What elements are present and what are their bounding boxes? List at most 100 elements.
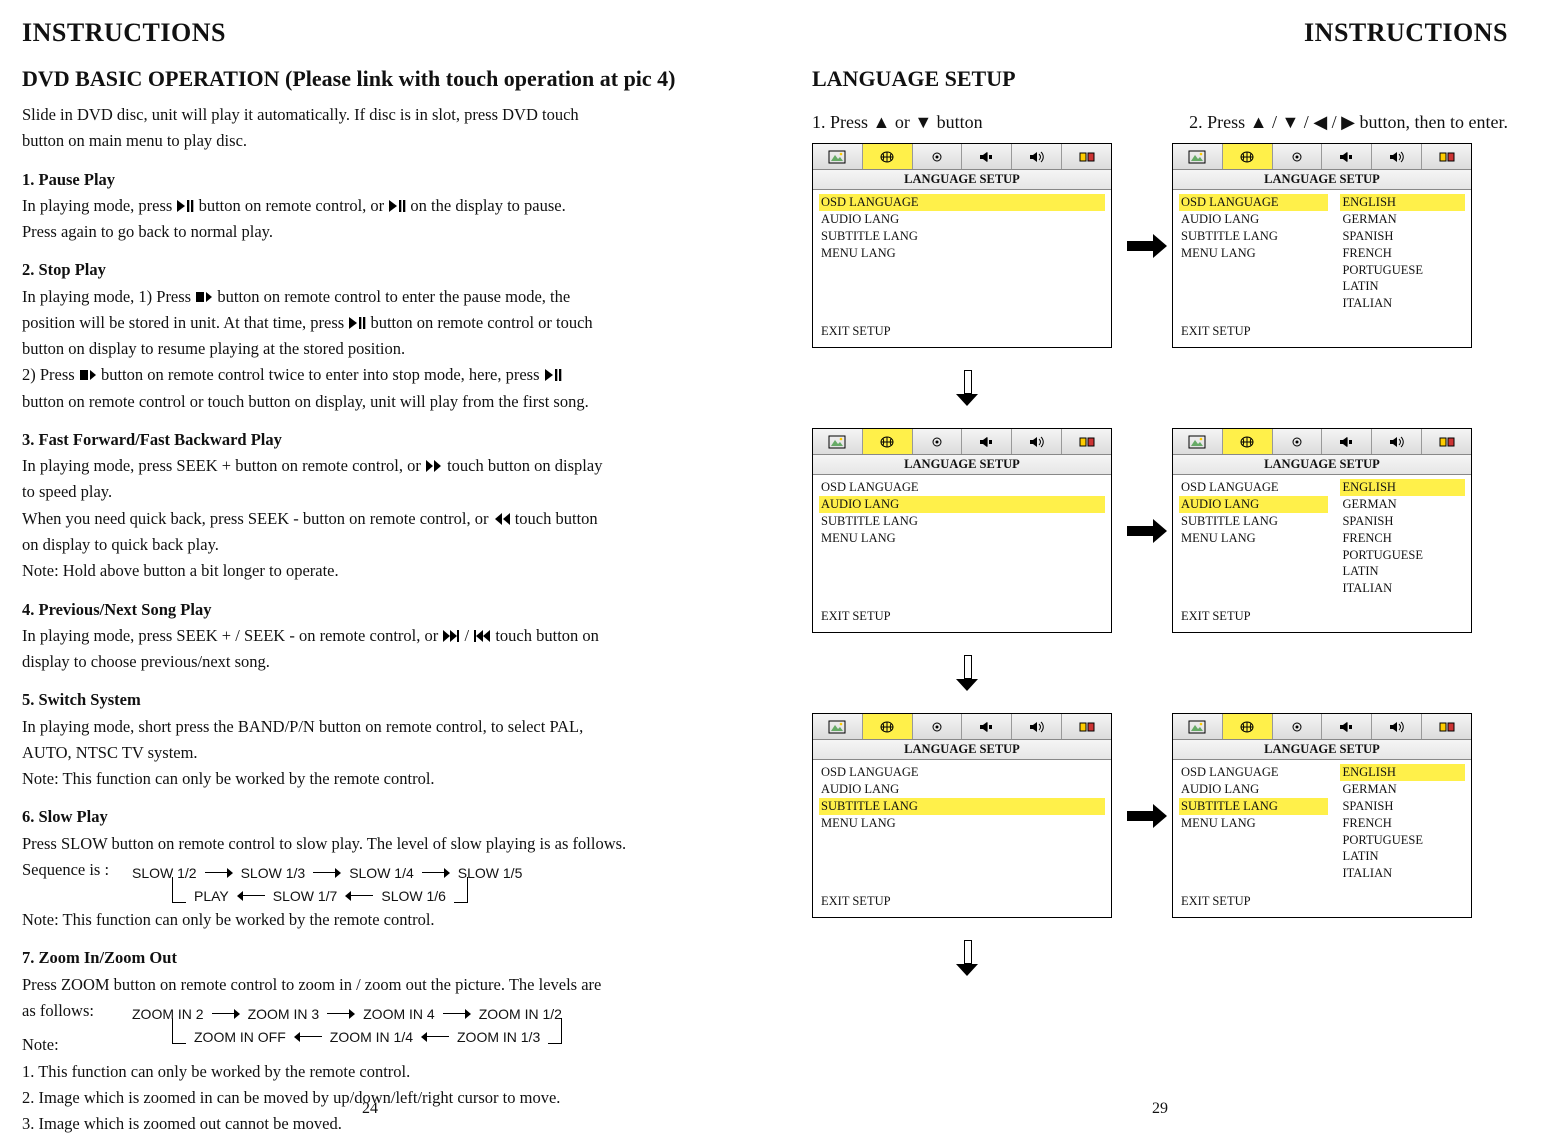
osd-exit: EXIT SETUP	[1173, 318, 1471, 347]
osd-menu-item: MENU LANG	[819, 245, 1105, 262]
fast-forward-icon	[425, 459, 443, 473]
arrow-right-icon	[1127, 237, 1167, 255]
osd-tab	[813, 714, 863, 739]
arrow-down-icon	[956, 655, 978, 691]
osd-option-item: ENGLISH	[1340, 194, 1465, 211]
next-track-icon	[442, 629, 460, 643]
osd-option-item: PORTUGUESE	[1340, 547, 1465, 564]
osd-tab	[1173, 714, 1223, 739]
osd-menu-item: OSD LANGUAGE	[1179, 479, 1328, 496]
body-line: Note: This function can only be worked b…	[22, 909, 718, 931]
osd-tab	[1422, 144, 1471, 169]
osd-tab	[1062, 714, 1111, 739]
osd-menu-item: AUDIO LANG	[819, 496, 1105, 513]
osd-panel: LANGUAGE SETUP OSD LANGUAGEAUDIO LANGSUBT…	[1172, 428, 1472, 633]
osd-menu-item: OSD LANGUAGE	[819, 479, 1105, 496]
osd-menu-item: SUBTITLE LANG	[819, 798, 1105, 815]
osd-tab	[1223, 429, 1273, 454]
body-line: position will be stored in unit. At that…	[22, 312, 718, 334]
osd-option-item: ITALIAN	[1340, 580, 1465, 597]
osd-option-item: PORTUGUESE	[1340, 832, 1465, 849]
language-setup-flow: LANGUAGE SETUPOSD LANGUAGEAUDIO LANGSUBT…	[812, 143, 1508, 976]
osd-tab	[913, 429, 963, 454]
osd-tab	[1062, 144, 1111, 169]
arrow-down-icon	[956, 940, 978, 976]
osd-menu-item: SUBTITLE LANG	[1179, 228, 1328, 245]
osd-menu-item: SUBTITLE LANG	[819, 228, 1105, 245]
osd-menu-item: AUDIO LANG	[1179, 211, 1328, 228]
body-line: In playing mode, short press the BAND/P/…	[22, 716, 718, 738]
play-pause-icon	[388, 199, 406, 213]
osd-tab	[1273, 429, 1323, 454]
osd-tab	[1173, 144, 1223, 169]
osd-tab	[913, 144, 963, 169]
up-triangle-icon: ▲	[1250, 112, 1268, 133]
down-triangle-icon: ▼	[914, 112, 932, 133]
section-title: 1. Pause Play	[22, 169, 718, 191]
body-line: When you need quick back, press SEEK - b…	[22, 508, 718, 530]
osd-option-item: FRENCH	[1340, 245, 1465, 262]
body-line: Press SLOW button on remote control to s…	[22, 833, 718, 855]
osd-menu-item: MENU LANG	[819, 530, 1105, 547]
osd-menu-item: SUBTITLE LANG	[819, 513, 1105, 530]
osd-option-item: GERMAN	[1340, 211, 1465, 228]
osd-option-item: FRENCH	[1340, 530, 1465, 547]
osd-tab	[1422, 429, 1471, 454]
section-title: 3. Fast Forward/Fast Backward Play	[22, 429, 718, 451]
left-triangle-icon: ◀	[1313, 112, 1327, 133]
osd-option-item: ITALIAN	[1340, 865, 1465, 882]
stop-play-icon	[79, 368, 97, 382]
osd-option-item: ENGLISH	[1340, 764, 1465, 781]
osd-tab	[1422, 714, 1471, 739]
osd-tab	[1322, 429, 1372, 454]
osd-menu-item: AUDIO LANG	[1179, 496, 1328, 513]
osd-title: LANGUAGE SETUP	[1173, 170, 1471, 190]
section-title: 5. Switch System	[22, 689, 718, 711]
osd-tab	[1012, 144, 1062, 169]
body-line: AUTO, NTSC TV system.	[22, 742, 718, 764]
osd-title: LANGUAGE SETUP	[1173, 740, 1471, 760]
osd-menu-item: SUBTITLE LANG	[1179, 513, 1328, 530]
osd-menu-item: MENU LANG	[1179, 245, 1328, 262]
intro-line: Slide in DVD disc, unit will play it aut…	[22, 104, 718, 126]
osd-tab	[1372, 429, 1422, 454]
body-line: Note: This function can only be worked b…	[22, 768, 718, 790]
intro-line: button on main menu to play disc.	[22, 130, 718, 152]
body-line: In playing mode, press button on remote …	[22, 195, 718, 217]
down-triangle-icon: ▼	[1281, 112, 1299, 133]
osd-tab	[1012, 429, 1062, 454]
left-heading: DVD BASIC OPERATION (Please link with to…	[22, 66, 718, 92]
osd-tab	[1062, 429, 1111, 454]
right-triangle-icon: ▶	[1341, 112, 1355, 133]
osd-tab	[863, 714, 913, 739]
osd-exit: EXIT SETUP	[1173, 888, 1471, 917]
play-pause-icon	[348, 316, 366, 330]
osd-tab	[863, 144, 913, 169]
body-line: Press again to go back to normal play.	[22, 221, 718, 243]
section-title: 7. Zoom In/Zoom Out	[22, 947, 718, 969]
page-number-right: 29	[790, 1100, 1530, 1118]
osd-option-item: SPANISH	[1340, 798, 1465, 815]
osd-option-item: PORTUGUESE	[1340, 262, 1465, 279]
body-line: to speed play.	[22, 481, 718, 503]
body-line: In playing mode, press SEEK + button on …	[22, 455, 718, 477]
fast-rewind-icon	[493, 512, 511, 526]
page-divider	[770, 0, 771, 1138]
osd-menu-item: AUDIO LANG	[819, 211, 1105, 228]
osd-option-item: GERMAN	[1340, 496, 1465, 513]
osd-option-item: LATIN	[1340, 278, 1465, 295]
osd-tab	[962, 714, 1012, 739]
body-line: In playing mode, 1) Press button on remo…	[22, 286, 718, 308]
section-title: 2. Stop Play	[22, 259, 718, 281]
osd-title: LANGUAGE SETUP	[1173, 455, 1471, 475]
osd-menu-item: OSD LANGUAGE	[1179, 764, 1328, 781]
osd-panel: LANGUAGE SETUPOSD LANGUAGEAUDIO LANGSUBT…	[812, 143, 1112, 348]
osd-tab	[1223, 144, 1273, 169]
slow-sequence-diagram: SLOW 1/2 SLOW 1/3 SLOW 1/4 SLOW 1/5 PLAY…	[22, 865, 718, 909]
osd-menu-item: MENU LANG	[1179, 530, 1328, 547]
osd-menu-item: OSD LANGUAGE	[819, 764, 1105, 781]
step2-label: 2. Press ▲ / ▼ / ◀ / ▶ button, then to e…	[1189, 112, 1508, 133]
section-title: 6. Slow Play	[22, 806, 718, 828]
osd-option-item: FRENCH	[1340, 815, 1465, 832]
osd-tab	[1012, 714, 1062, 739]
